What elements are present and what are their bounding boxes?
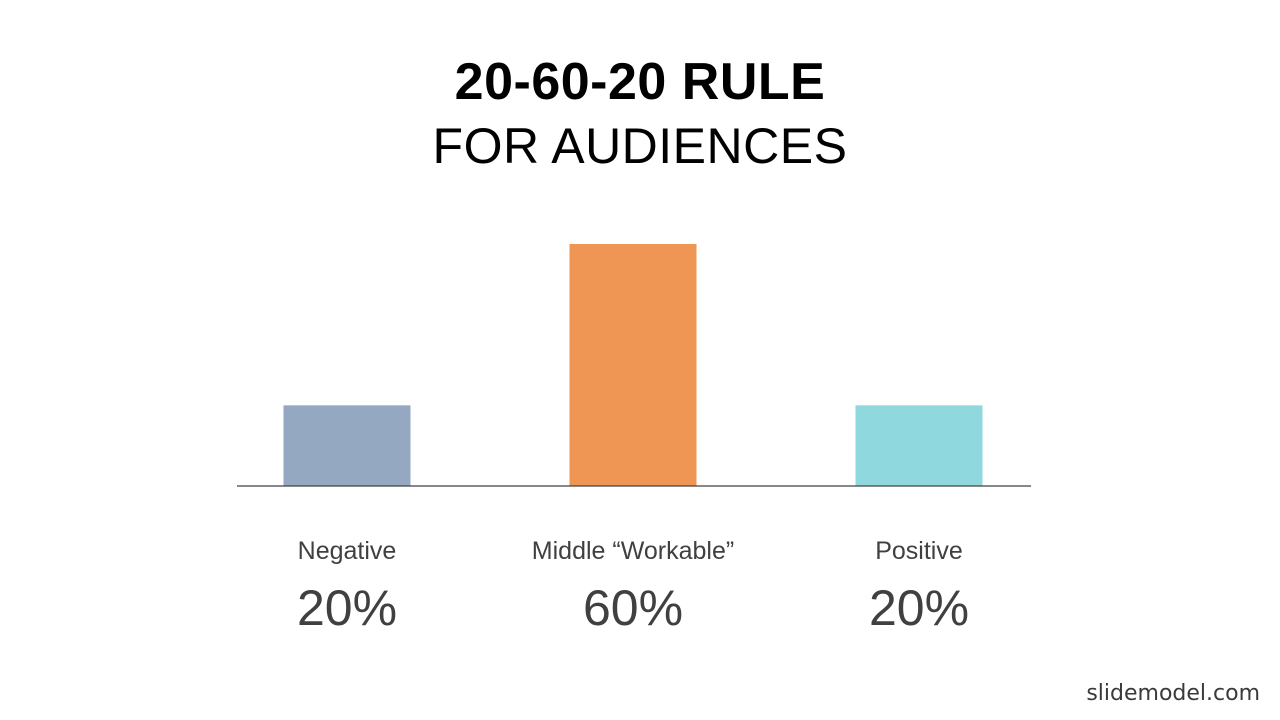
category-label: Positive [875,537,963,565]
watermark-text: slidemodel.com [1086,681,1260,706]
bar-1 [283,405,411,486]
chart-subtitle: FOR AUDIENCES [432,118,848,174]
bar-3 [855,405,983,486]
category-label: Negative [298,537,397,565]
value-label: 20% [297,580,397,636]
value-label: 20% [869,580,969,636]
chart-title: 20-60-20 RULE [454,53,826,111]
category-label: Middle “Workable” [532,537,734,565]
value-label: 60% [583,580,683,636]
bar-2 [569,244,697,486]
